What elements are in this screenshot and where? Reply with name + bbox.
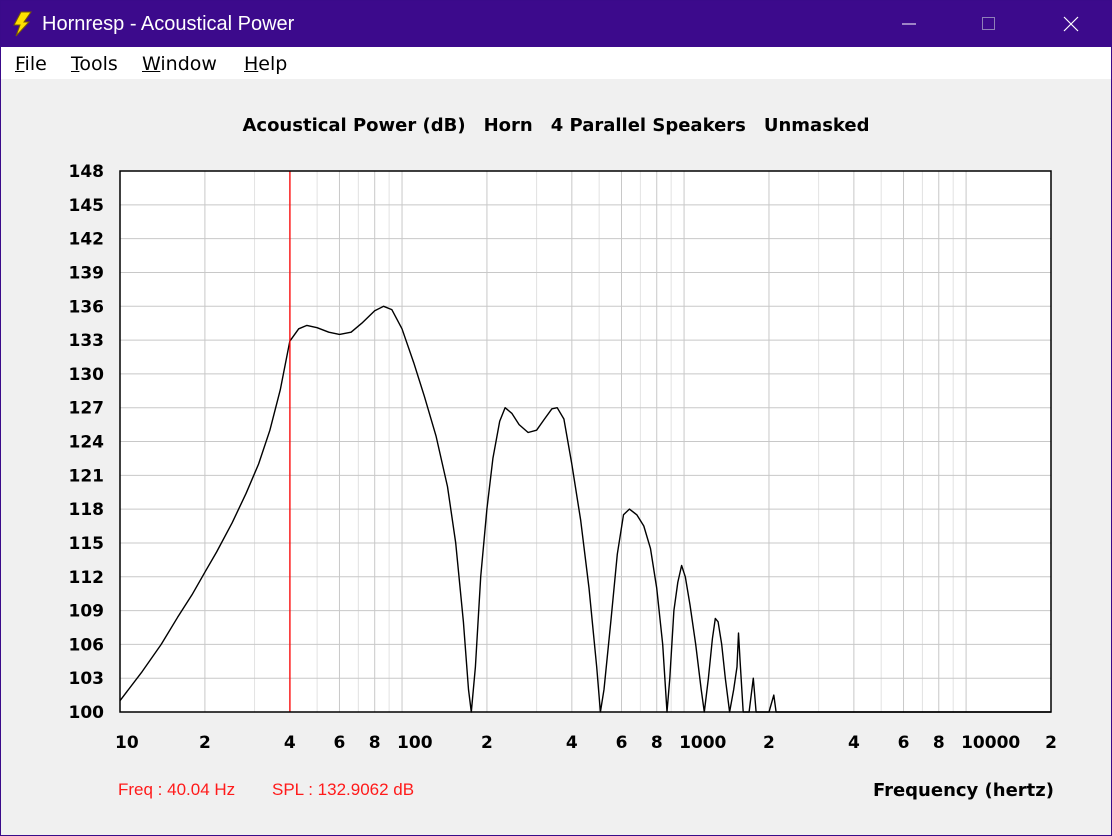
x-tick-label: 8 xyxy=(369,733,381,753)
title-part: Acoustical Power (dB) xyxy=(242,115,466,136)
x-tick-label: 8 xyxy=(651,733,663,753)
spl-readout: SPL : 132.9062 dB xyxy=(272,780,415,799)
y-tick-label: 133 xyxy=(69,331,105,351)
x-tick-label: 2 xyxy=(199,733,211,753)
y-tick-label: 112 xyxy=(69,568,105,588)
y-tick-label: 139 xyxy=(69,263,105,283)
close-icon xyxy=(1063,16,1079,32)
menu-bar: File Tools Window Help xyxy=(1,47,1111,79)
plot-border xyxy=(119,170,1052,713)
title-bar[interactable]: Hornresp - Acoustical Power xyxy=(1,1,1111,47)
x-tick-label: 1000 xyxy=(679,733,726,753)
y-tick-label: 100 xyxy=(69,703,105,723)
y-tick-label: 142 xyxy=(69,230,105,250)
title-part: Unmasked xyxy=(763,115,870,136)
chart-title: Acoustical Power (dB) Horn 4 Parallel Spea… xyxy=(0,115,1112,136)
x-tick-label: 6 xyxy=(898,733,910,753)
menu-tools[interactable]: Tools xyxy=(71,53,118,75)
y-tick-label: 130 xyxy=(69,365,105,385)
y-tick-label: 124 xyxy=(69,433,105,453)
x-tick-label: 8 xyxy=(933,733,945,753)
minimize-button[interactable] xyxy=(879,1,939,47)
x-tick-label: 6 xyxy=(334,733,346,753)
x-tick-label: 10 xyxy=(115,733,139,753)
y-tick-label: 145 xyxy=(69,196,105,216)
title-part: Horn xyxy=(483,115,533,136)
maximize-button[interactable] xyxy=(959,1,1019,47)
title-part: 4 Parallel Speakers xyxy=(550,115,746,136)
x-tick-label: 2 xyxy=(763,733,775,753)
x-tick-label: 100 xyxy=(397,733,433,753)
freq-readout: Freq : 40.04 Hz xyxy=(118,780,236,799)
y-tick-label: 118 xyxy=(69,500,105,520)
y-tick-label: 127 xyxy=(69,399,105,419)
spl-curve xyxy=(119,305,1051,713)
y-tick-label: 121 xyxy=(69,466,105,486)
x-tick-label: 2 xyxy=(481,733,493,753)
menu-file[interactable]: File xyxy=(15,53,47,75)
x-axis-label: Frequency (hertz) xyxy=(872,780,1054,801)
maximize-icon xyxy=(982,17,995,30)
x-tick-label: 4 xyxy=(848,733,860,753)
lightning-icon xyxy=(13,11,32,37)
x-tick-label: 2 xyxy=(1045,733,1057,753)
y-tick-label: 148 xyxy=(69,162,105,182)
y-tick-label: 106 xyxy=(69,635,105,655)
y-tick-label: 136 xyxy=(69,297,105,317)
menu-window[interactable]: Window xyxy=(142,53,217,75)
menu-help[interactable]: Help xyxy=(244,53,288,75)
y-tick-label: 103 xyxy=(69,669,105,689)
y-tick-label: 115 xyxy=(69,534,105,554)
x-tick-label: 10000 xyxy=(961,733,1020,753)
y-tick-label: 109 xyxy=(69,602,105,622)
x-tick-label: 4 xyxy=(284,733,296,753)
close-button[interactable] xyxy=(1041,1,1101,47)
x-tick-label: 4 xyxy=(566,733,578,753)
x-tick-label: 6 xyxy=(616,733,628,753)
window-title: Hornresp - Acoustical Power xyxy=(42,13,295,35)
minimize-icon xyxy=(902,23,916,25)
